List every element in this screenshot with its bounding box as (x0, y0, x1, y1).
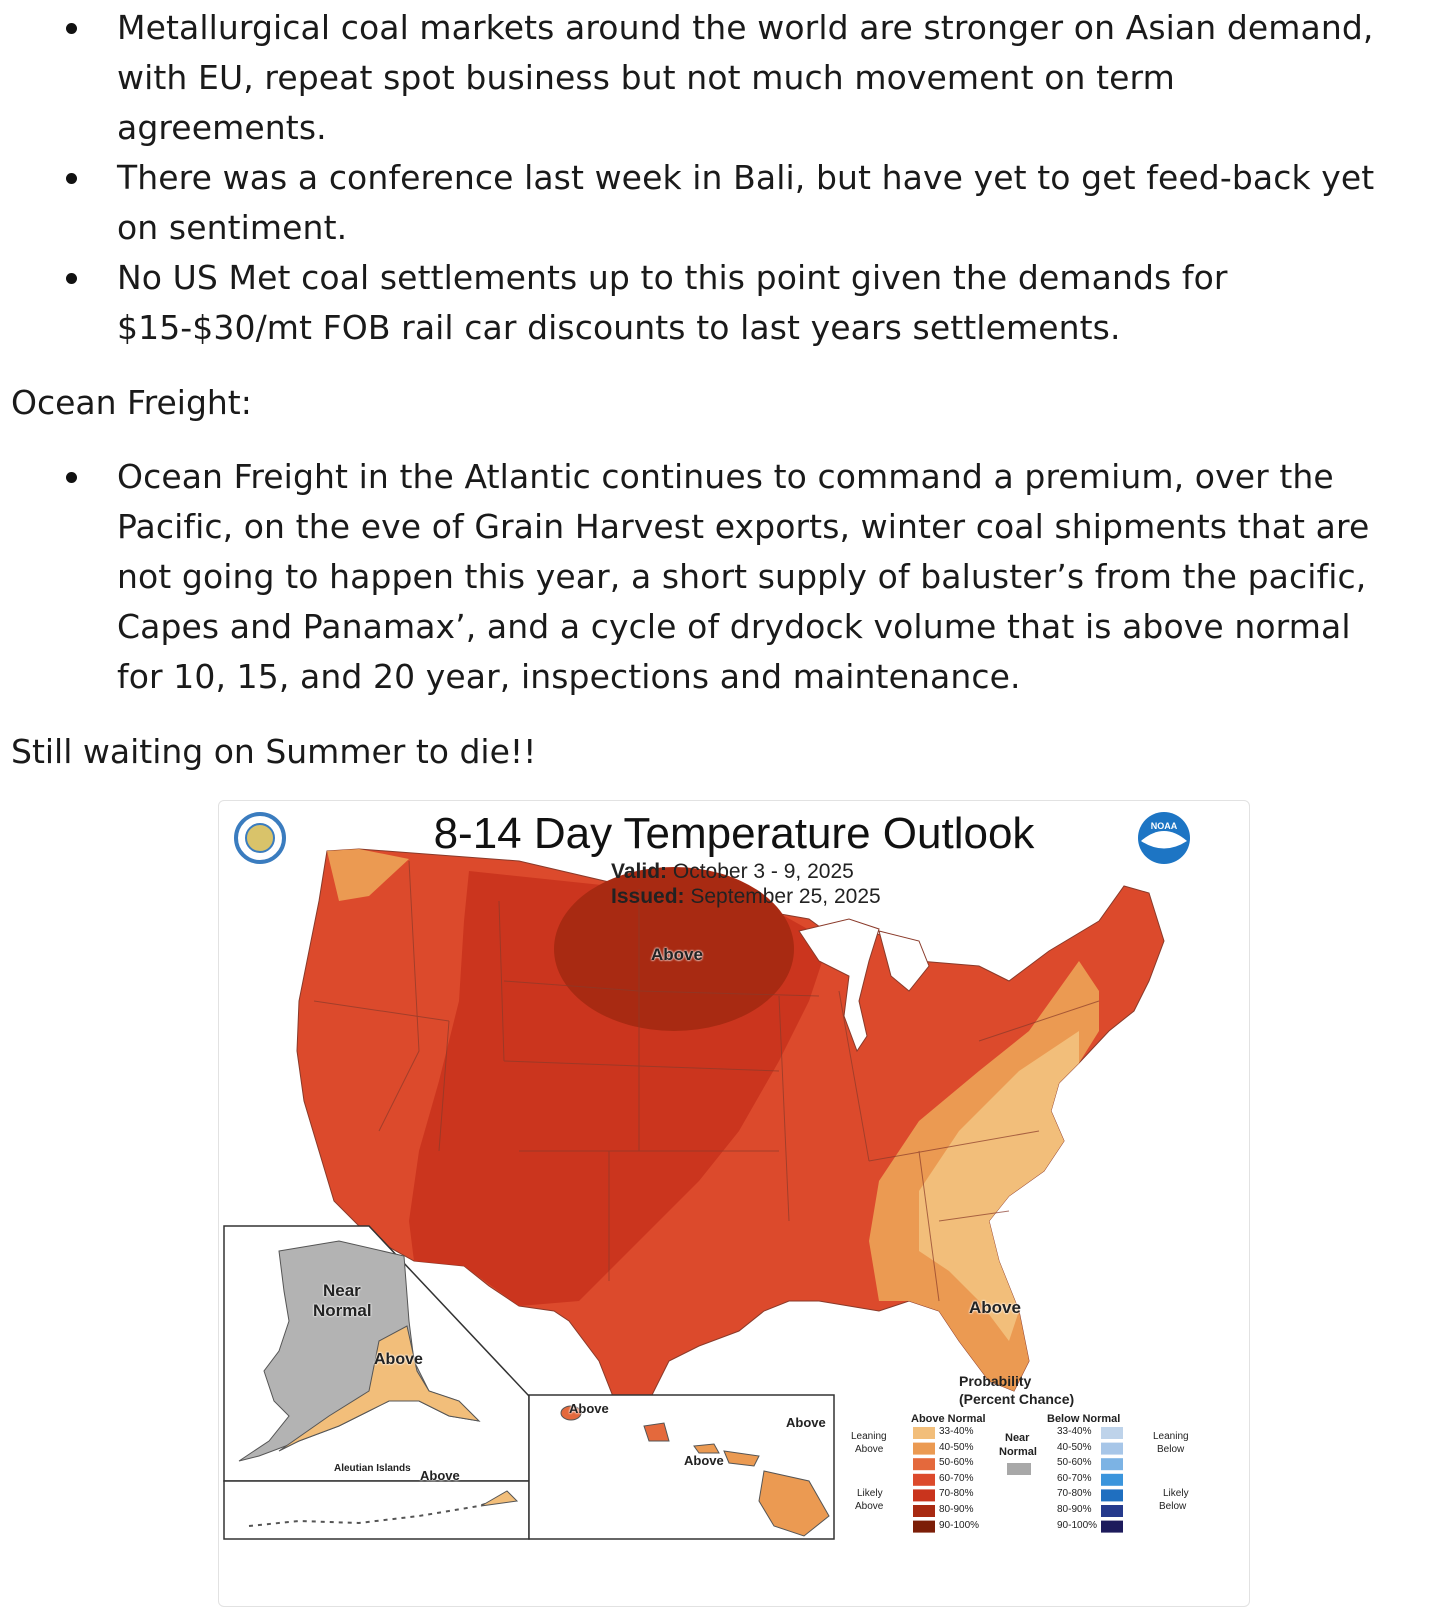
label-conus-above: Above (651, 945, 703, 964)
legend-swatch-above-6 (913, 1520, 935, 1533)
valid-label: Valid: (611, 860, 668, 883)
temperature-outlook-map: NOAA 8-14 Day Temperature Outlook Valid:… (218, 800, 1250, 1607)
legend-label-below-1: 40-50% (1057, 1441, 1092, 1453)
legend-label-above-2: 50-60% (939, 1457, 974, 1469)
bullet-text: No US Met coal settlements up to this po… (117, 258, 1228, 347)
legend-swatch-below-0 (1101, 1427, 1123, 1439)
legend-likely-below-2: Below (1159, 1501, 1187, 1512)
legend-title-2: (Percent Chance) (959, 1391, 1075, 1407)
legend-swatch-near (1007, 1463, 1031, 1475)
legend-label-below-2: 50-60% (1057, 1457, 1092, 1469)
legend-swatch-below-2 (1101, 1458, 1123, 1471)
label-hawaii-above-3: Above (684, 1453, 724, 1468)
legend-swatch-above-5 (913, 1505, 935, 1517)
label-alaska-normal: Normal (313, 1301, 372, 1320)
bullet-ocean-freight: Ocean Freight in the Atlantic continues … (0, 452, 1433, 702)
bullet-settlements: No US Met coal settlements up to this po… (0, 253, 1433, 353)
bullet-text: There was a conference last week in Bali… (117, 158, 1375, 247)
label-alaska-near: Near (323, 1281, 361, 1300)
issued-label: Issued: (611, 885, 685, 908)
bullet-dot (66, 23, 77, 34)
legend-swatch-below-5 (1101, 1505, 1123, 1517)
legend-leaning-below-1: Leaning (1153, 1431, 1189, 1442)
nw-40-50 (327, 849, 409, 901)
legend-label-above-3: 60-70% (939, 1472, 974, 1484)
legend-likely-above-1: Likely (857, 1488, 883, 1499)
issued-value: September 25, 2025 (690, 885, 881, 908)
closing-line: Still waiting on Summer to die!! (11, 732, 537, 771)
big-island (758, 1470, 830, 1537)
legend-leaning-above-1: Leaning (851, 1431, 887, 1442)
legend-near-header-1: Near (1005, 1432, 1030, 1444)
noaa-logo-text: NOAA (1151, 821, 1178, 831)
legend-swatch-above-1 (913, 1442, 935, 1455)
legend-label-below-5: 80-90% (1057, 1504, 1092, 1515)
legend-label-above-0: 33-40% (939, 1426, 974, 1437)
label-aleutian-above: Above (420, 1468, 460, 1483)
legend-label-above-6: 90-100% (939, 1519, 980, 1531)
bullet-conference: There was a conference last week in Bali… (0, 153, 1433, 253)
legend-swatch-below-6 (1101, 1520, 1123, 1533)
legend-near-header-2: Normal (999, 1446, 1037, 1458)
map-graphic: NOAA (223, 812, 1190, 1540)
map-title: 8-14 Day Temperature Outlook (433, 809, 1035, 858)
coal-bullet-list: Metallurgical coal markets around the wo… (0, 3, 1433, 353)
legend-label-below-3: 60-70% (1057, 1472, 1092, 1484)
bullet-text: Metallurgical coal markets around the wo… (117, 8, 1374, 147)
bullet-dot (66, 472, 77, 483)
legend-swatch-above-4 (913, 1489, 935, 1502)
legend-leaning-above-2: Above (855, 1444, 884, 1455)
legend-label-below-6: 90-100% (1057, 1519, 1098, 1531)
legend-swatch-below-3 (1101, 1473, 1123, 1486)
valid-value: October 3 - 9, 2025 (672, 860, 854, 883)
map-validity: Valid: October 3 - 9, 2025 Issued: Septe… (611, 859, 881, 909)
legend-likely-below-1: Likely (1163, 1488, 1189, 1499)
bullet-dot (66, 273, 77, 284)
label-aleutian: Aleutian Islands (334, 1463, 411, 1474)
legend-label-above-4: 70-80% (939, 1488, 974, 1500)
legend-swatch-below-1 (1101, 1442, 1123, 1455)
bullet-dot (66, 173, 77, 184)
east-33-40 (919, 1031, 1079, 1341)
bullet-text: Ocean Freight in the Atlantic continues … (117, 457, 1370, 696)
legend-below-header: Below Normal (1047, 1413, 1121, 1425)
label-alaska-above: Above (374, 1351, 423, 1368)
bullet-metallurgical: Metallurgical coal markets around the wo… (0, 3, 1433, 153)
legend-above-header: Above Normal (911, 1413, 986, 1425)
state-lines (313, 860, 1100, 1302)
legend-title-1: Probability (959, 1373, 1032, 1389)
label-hawaii-above-1: Above (569, 1401, 609, 1416)
legend-label-above-1: 40-50% (939, 1441, 974, 1453)
legend-swatch-above-0 (913, 1427, 935, 1439)
legend-label-below-0: 33-40% (1057, 1426, 1092, 1437)
legend-swatch-above-2 (913, 1458, 935, 1471)
freight-bullet-list: Ocean Freight in the Atlantic continues … (0, 452, 1433, 702)
aleutian-inset-frame (223, 1480, 530, 1540)
conus-core-80 (554, 867, 794, 1031)
legend-label-above-5: 80-90% (939, 1504, 974, 1515)
legend-leaning-below-2: Below (1157, 1444, 1185, 1455)
label-florida-above: Above (969, 1298, 1021, 1317)
legend-label-below-4: 70-80% (1057, 1488, 1092, 1500)
section-heading: Ocean Freight: (11, 383, 252, 422)
legend-swatches (913, 1427, 1123, 1533)
great-lakes (798, 918, 880, 1053)
legend-swatch-below-4 (1101, 1489, 1123, 1502)
legend-swatch-above-3 (913, 1473, 935, 1486)
legend-likely-above-2: Above (855, 1501, 884, 1512)
alaska-above (278, 1325, 481, 1452)
label-hawaii-above-2: Above (786, 1415, 826, 1430)
